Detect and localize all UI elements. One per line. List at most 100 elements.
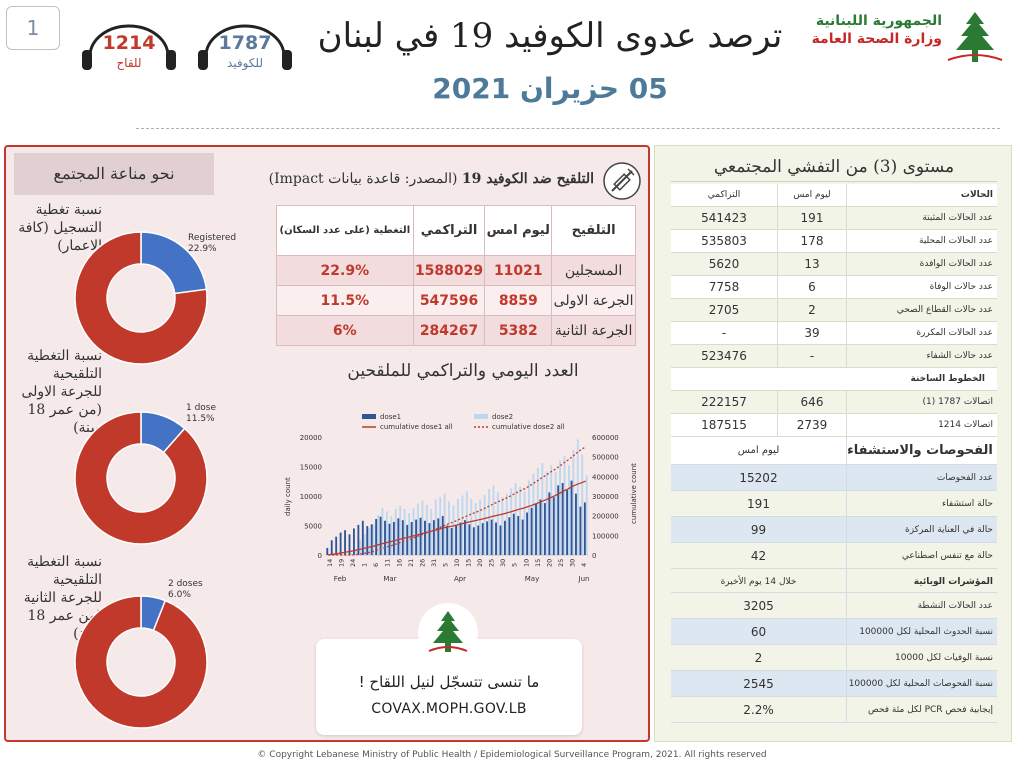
dose2-bar [417,503,419,555]
indicators-header-period: خلال 14 يوم الأخيرة [671,569,847,592]
case-cumulative: 541423 [701,211,747,225]
case-label: عدد الحالات المحلية [919,236,993,246]
legend-swatch [474,414,488,419]
vaccination-chart: dose1 dose2 cumulative dose1 all cumulative… [284,413,638,583]
dose1-bar [379,516,382,555]
indicators-header-row: المؤشرات الوبائية خلال 14 يوم الأخيرة [671,569,997,593]
community-title: مستوى (3) من التفشي المجتمعي [671,152,997,182]
copyright-footer: © Copyright Lebanese Ministry of Public … [257,750,767,760]
y2-tick-label: 0 [592,552,596,560]
dose2-bar [550,465,553,555]
dose1-bar [370,524,373,555]
table-row: حالة في العناية المركزة 99 [671,517,997,543]
report-date: 05 حزيران 2021 [432,72,668,105]
case-label: عدد الحالات المكررة [916,328,993,338]
dose2-bar [408,513,411,555]
chart-title: العدد اليومي والتراكمي للملقحين [347,361,579,381]
dose1-bar [388,523,391,555]
dose2-bar [457,498,459,555]
dose2-donut [74,595,208,729]
hotline-daily: 646 [777,391,847,413]
vax-row-label: المسجلين [551,255,636,286]
dose1-bar [344,530,346,555]
hotline-rows: اتصالات 1787 (1) 646 222157 اتصالات 1214 273… [671,391,997,437]
dose1-donut [74,411,208,545]
x-tick-label: 25 [488,559,496,567]
dose1-bar [375,519,378,555]
x-tick-label: 6 [372,563,380,567]
cumulative-dose1-line [328,480,587,556]
case-daily: 191 [777,207,847,229]
dose1-bar [490,519,493,555]
case-cumulative: - [721,326,727,340]
tests-rows: عدد الفحوصات 15202 حالة استشفاء 191 حالة في … [671,465,997,569]
x-tick-label: 21 [407,559,415,567]
dose1-bar [561,483,564,555]
case-label: عدد حالات القطاع الصحي [896,305,993,315]
indicator-value: 3205 [671,593,847,618]
table-row: عدد الحالات المثبتة 191 541423 [671,207,997,230]
dose1-bar [477,525,480,555]
vax-header-daily: ليوم امس [484,205,553,256]
dose1-bar [575,493,577,555]
legend-label: dose2 [492,413,513,421]
x-tick-label: 10 [453,559,461,567]
dose1-bar [339,532,342,555]
table-row: عدد الحالات الوافدة 13 5620 [671,253,997,276]
dose1-bar [366,526,369,555]
x-month-label: May [525,575,539,583]
dose2-bar [350,553,353,555]
hotline-daily: 2739 [777,414,847,436]
dose1-bar [570,480,573,555]
covax-link[interactable]: COVAX.MOPH.GOV.LB [371,701,527,717]
dose2-bar [559,460,562,555]
hotline-cumulative: 222157 [701,395,747,409]
y2-tick-label: 100000 [592,532,619,540]
dose1-bar [455,524,457,555]
dose1-bar [335,536,338,555]
hotlines-header-row: الخطوط الساخنة [671,368,997,391]
covax-card[interactable]: ما تنسى تتسجّل لنيل اللقاح ! COVAX.MOPH.… [316,603,582,735]
x-tick-label: 11 [384,559,392,567]
table-row: إيجابية فحص PCR لكل مئة فحص 2.2% [671,697,997,723]
indicator-value: 2545 [671,671,847,696]
case-cumulative: 7758 [708,280,740,294]
table-row: عدد الحالات النشطة 3205 [671,593,997,619]
dose2-bar [390,516,393,555]
dose1-bar [348,534,351,555]
dose2-bar [363,534,366,555]
vax-row-coverage: 11.5% [276,285,414,316]
dose1-bar [401,520,404,555]
x-tick-label: 15 [465,559,473,567]
vax-row-daily: 11021 [484,255,553,286]
dose2-bar [479,499,482,555]
dose1-bar [464,520,466,555]
dose2-bar [483,494,486,555]
dose1-bar [495,522,497,555]
vax-row-label: الجرعة الثانية [551,315,636,346]
dose2-bar [381,507,384,555]
indicators-header-label: المؤشرات الوبائية [913,577,993,587]
dose1-bar [499,525,502,555]
vax-row-cumulative: 547596 [412,285,486,316]
vax-row-daily: 5382 [484,315,553,346]
table-row: عدد حالات الشفاء - 523476 [671,345,997,368]
x-tick-label: 19 [338,559,346,567]
indicator-label: عدد الحالات النشطة [917,601,993,611]
dose1-bar [357,524,360,555]
dose2-bar [359,539,362,555]
dose2-bar [403,508,406,555]
legend-label: cumulative dose1 all [380,423,453,431]
table-row: نسبة الحدوث المحلية لكل 100000 60 [671,619,997,645]
dose2-bar [501,497,504,555]
vaccination-header: التلقيح ضد الكوفيد 19 (المصدر: قاعدة بيا… [236,161,642,201]
dose2-bar [488,488,490,555]
ministry-line1: الجمهورية اللبنانية [815,13,942,29]
hotline-vaccine-number: 1214 [102,32,156,54]
dose1-bar [352,528,355,555]
cases-rows: عدد الحالات المثبتة 191 541423 عدد الحالات … [671,207,997,368]
vax-header-cumulative: التراكمي [412,205,486,256]
dose2-percent: 6.0% [168,590,191,600]
vax-row-cumulative: 284267 [412,315,486,346]
vaccination-table: التلقيح ليوم امس التراكمي التغطية (على ع… [276,205,636,346]
